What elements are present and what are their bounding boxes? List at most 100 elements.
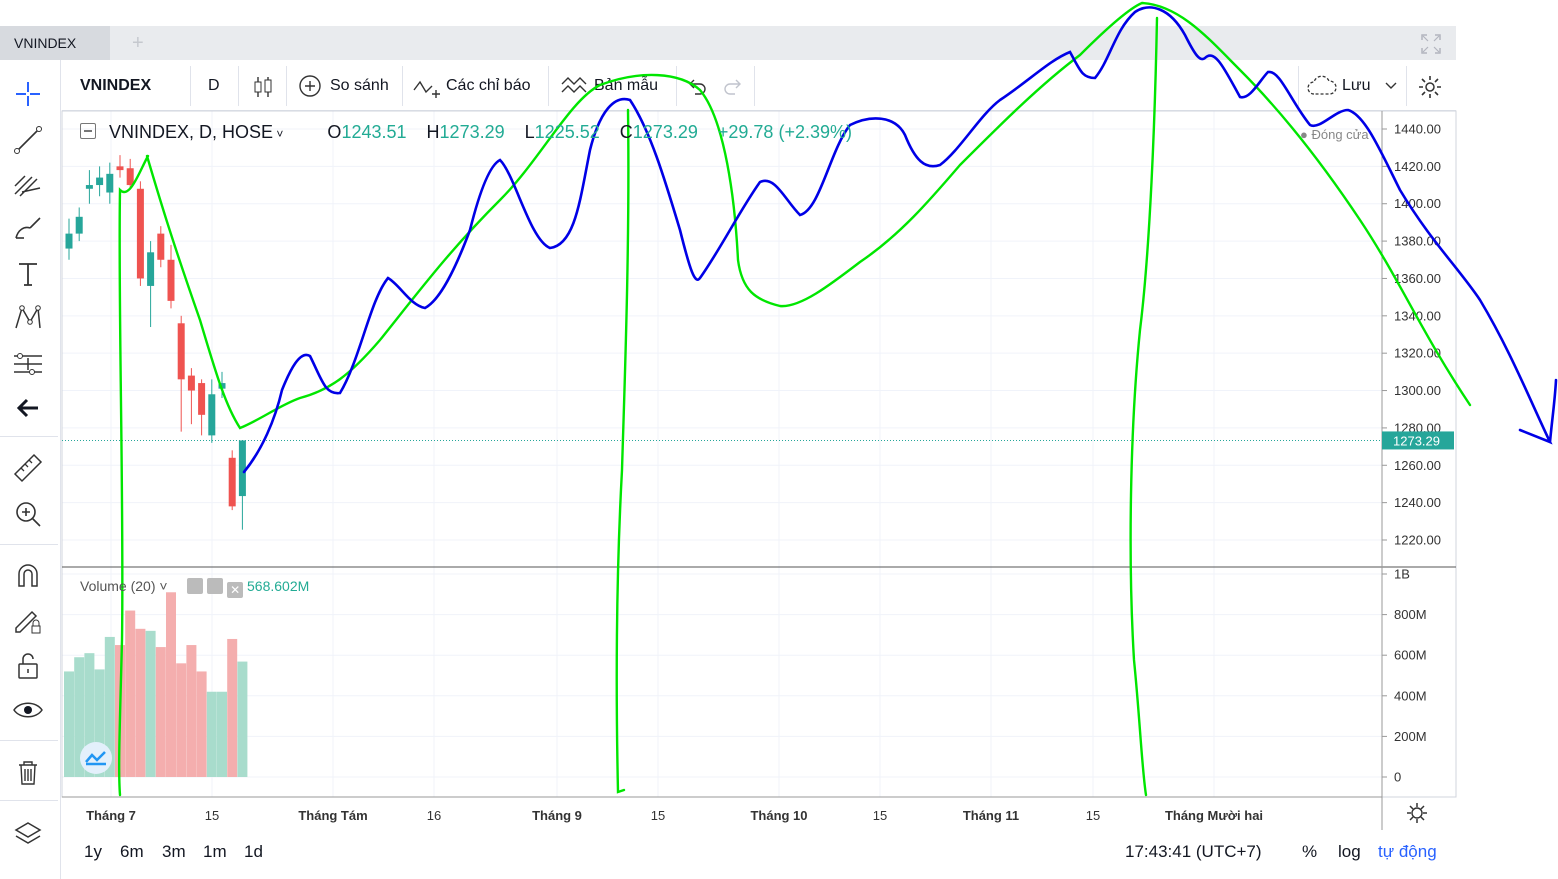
- volume-label[interactable]: Volume (20): [80, 578, 156, 594]
- volume-bar: [227, 638, 238, 777]
- settings-small-icon[interactable]: [207, 578, 224, 594]
- candle-body: [157, 233, 165, 260]
- close-small-icon[interactable]: ✕: [227, 582, 244, 598]
- time-tick-label: 15: [1086, 808, 1100, 823]
- candle-body: [106, 173, 114, 193]
- percent-toggle[interactable]: %: [1302, 842, 1318, 861]
- volume-tick-label: 400M: [1394, 688, 1427, 703]
- axis-settings-icon: [1407, 803, 1427, 823]
- lock-drawing-icon[interactable]: [10, 602, 46, 638]
- log-toggle[interactable]: log: [1338, 842, 1361, 861]
- templates-icon[interactable]: [560, 74, 588, 98]
- indicators-icon[interactable]: [412, 74, 442, 100]
- volume-legend: Volume (20) ˅ ✕ 568.602M: [80, 578, 310, 598]
- price-tick-label: 1380.00: [1394, 234, 1441, 249]
- time-tick-label: Tháng 9: [532, 808, 582, 823]
- candle-body: [65, 233, 73, 249]
- range-1d[interactable]: 1d: [244, 842, 263, 861]
- open-label: O: [327, 122, 342, 142]
- volume-bars: [64, 592, 248, 777]
- trend-line-icon[interactable]: [10, 122, 46, 158]
- volume-bar: [206, 691, 217, 777]
- volume-bar: [135, 628, 146, 777]
- price-tick-label: 1400.00: [1394, 196, 1441, 211]
- indicators-button[interactable]: Các chỉ báo: [446, 77, 531, 94]
- volume-bar: [94, 669, 105, 777]
- volume-bar: [84, 653, 95, 777]
- time-tick-label: Tháng 7: [86, 808, 136, 823]
- interval-button[interactable]: D: [208, 77, 220, 94]
- time-tick-label: 16: [427, 808, 441, 823]
- magnet-icon[interactable]: [10, 558, 46, 594]
- pattern-icon[interactable]: [10, 300, 46, 336]
- green-annotation-line: [615, 108, 630, 794]
- compare-button[interactable]: So sánh: [330, 77, 389, 94]
- unlock-icon[interactable]: [10, 648, 46, 684]
- brush-icon[interactable]: [10, 210, 46, 246]
- legend-title[interactable]: VNINDEX, D, HOSE: [109, 122, 274, 142]
- chart-frame: [61, 110, 1457, 798]
- prediction-icon[interactable]: [10, 346, 46, 382]
- volume-bar: [104, 636, 115, 777]
- volume-bar: [186, 645, 197, 777]
- redo-icon[interactable]: [722, 76, 744, 96]
- back-arrow-icon[interactable]: [10, 390, 46, 426]
- candles: [65, 155, 246, 530]
- open-value: 1243.51: [341, 122, 407, 142]
- volume-bar: [166, 592, 176, 777]
- logo-icon: [80, 742, 112, 774]
- volume-tick-label: 0: [1394, 770, 1401, 785]
- range-1y[interactable]: 1y: [84, 842, 102, 861]
- price-tick-label: 1320.00: [1394, 346, 1441, 361]
- candle-body: [208, 394, 216, 436]
- candle-body: [187, 375, 195, 391]
- last-price-label: 1273.29: [1393, 433, 1440, 448]
- green-annotation-line: [1129, 16, 1159, 797]
- trash-icon[interactable]: [10, 754, 46, 790]
- eye-icon[interactable]: [10, 692, 46, 728]
- price-tick-label: 1220.00: [1394, 533, 1441, 548]
- range-6m[interactable]: 6m: [120, 842, 144, 861]
- volume-bar: [196, 671, 207, 777]
- candle-body: [116, 166, 124, 171]
- legend-collapse-icon[interactable]: [80, 123, 96, 139]
- crosshair-icon[interactable]: [10, 76, 46, 112]
- settings-gear-icon[interactable]: [1416, 73, 1444, 101]
- compare-icon[interactable]: [298, 74, 322, 98]
- bottom-toolbar: 1y 6m 3m 1m 1d 17:43:41 (UTC+7) % log tự…: [62, 830, 1456, 876]
- save-button[interactable]: Lưu: [1342, 77, 1371, 94]
- eye-toggle-icon[interactable]: [187, 578, 204, 594]
- fib-retracement-icon[interactable]: [10, 166, 46, 202]
- tab-vnindex[interactable]: VNINDEX: [0, 26, 110, 60]
- volume-bar: [64, 671, 74, 777]
- volume-bar: [74, 657, 85, 777]
- timezone-clock[interactable]: 17:43:41 (UTC+7): [1125, 842, 1262, 861]
- blue-annotation-line: [242, 6, 1558, 474]
- candle-body: [85, 185, 93, 189]
- volume-value: 568.602M: [247, 578, 310, 594]
- chart-legend: VNINDEX, D, HOSE ˅ O1243.51 H1273.29 L12…: [80, 122, 852, 143]
- auto-scale-toggle[interactable]: tự động: [1378, 842, 1437, 861]
- chevron-down-icon[interactable]: ˅: [273, 127, 284, 141]
- time-tick-label: Tháng Tám: [298, 808, 367, 823]
- axis-settings-icon-ring: [1411, 807, 1423, 819]
- range-1m[interactable]: 1m: [203, 842, 227, 861]
- volume-tick-label: 200M: [1394, 729, 1427, 744]
- price-tick-label: 1240.00: [1394, 495, 1441, 510]
- volume-tick-label: 800M: [1394, 607, 1427, 622]
- high-value: 1273.29: [439, 122, 505, 142]
- add-tab-button[interactable]: +: [132, 32, 144, 54]
- candle-body: [238, 440, 246, 497]
- ruler-icon[interactable]: [10, 450, 46, 486]
- symbol-search-button[interactable]: VNINDEX: [80, 77, 152, 94]
- chevron-down-icon[interactable]: [1385, 82, 1397, 90]
- fullscreen-icon[interactable]: [1420, 33, 1442, 55]
- layers-icon[interactable]: [10, 816, 46, 852]
- zoom-in-icon[interactable]: [10, 496, 46, 532]
- volume-bar: [155, 647, 166, 777]
- range-3m[interactable]: 3m: [162, 842, 186, 861]
- time-tick-label: Tháng Mười hai: [1165, 808, 1263, 823]
- text-icon[interactable]: [10, 256, 46, 292]
- candles-icon[interactable]: [250, 74, 276, 100]
